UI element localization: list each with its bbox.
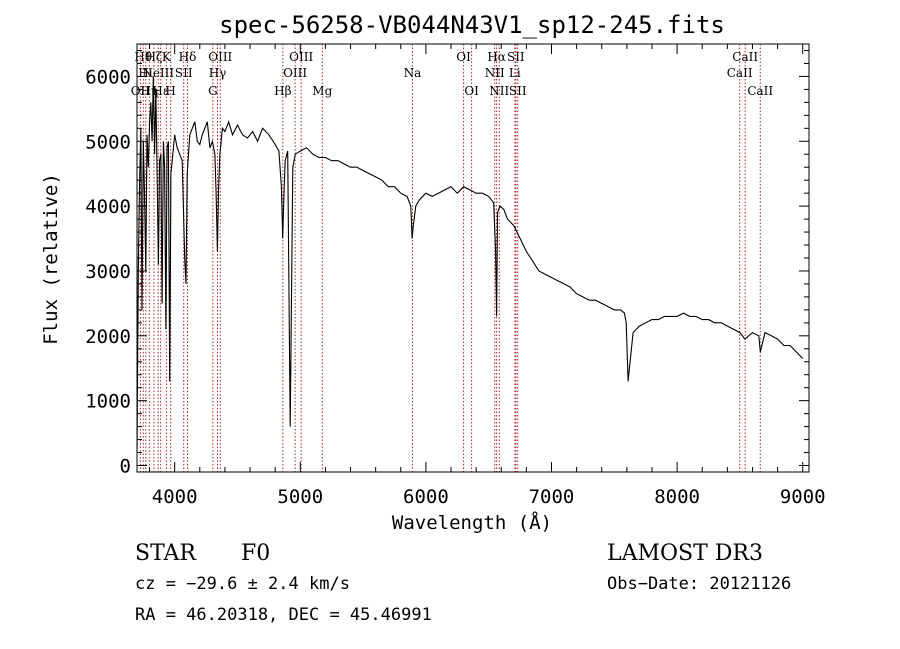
line-label-12: Hγ [209, 66, 227, 80]
line-label-17: Mg [312, 84, 332, 98]
spectral-line-markers [139, 44, 761, 472]
line-label-9: SII [175, 66, 193, 80]
y-tick-label-5: 5000 [85, 131, 131, 153]
x-tick-label-1: 5000 [277, 486, 323, 508]
observation-date: Obs−Date: 20121126 [607, 574, 791, 594]
spectrum-line [136, 76, 804, 453]
line-label-6: Hε [152, 84, 169, 98]
y-tick-label-0: 0 [120, 456, 131, 478]
line-label-28: CaII [732, 50, 758, 64]
x-tick-label-4: 8000 [654, 486, 700, 508]
y-tick-label-3: 3000 [85, 261, 131, 283]
x-axis-ticks: 4000 5000 6000 7000 8000 9000 [149, 44, 826, 508]
line-label-14: Hβ [274, 84, 291, 98]
line-label-8: H [165, 84, 175, 98]
line-label-19: OI [456, 50, 471, 64]
y-tick-label-6: 6000 [85, 66, 131, 88]
spectral-line-labels: OIIHθHιHηHζNeIIIHεKHSIIHδGHγOIIIHβOIIIOI… [131, 50, 774, 98]
x-tick-label-3: 7000 [529, 486, 575, 508]
line-label-13: OIII [208, 50, 232, 64]
y-axis-label: Flux (relative) [40, 173, 62, 345]
x-axis-label: Wavelength (Å) [392, 511, 552, 534]
x-tick-label-2: 6000 [403, 486, 449, 508]
y-tick-label-2: 2000 [85, 326, 131, 348]
line-label-24: Li [509, 66, 521, 80]
line-label-10: Hδ [179, 50, 197, 64]
line-label-25: SII [507, 50, 525, 64]
line-label-20: OI [464, 84, 479, 98]
plot-frame [136, 43, 810, 473]
line-label-22: Hα [487, 50, 506, 64]
line-label-11: G [208, 84, 218, 98]
line-label-0: OII [131, 84, 151, 98]
x-tick-label-5: 9000 [780, 486, 826, 508]
line-label-16: OIII [289, 50, 313, 64]
line-label-15: OIII [283, 66, 307, 80]
line-label-29: CaII [747, 84, 773, 98]
line-label-18: Na [404, 66, 422, 80]
object-class: STAR [135, 541, 197, 566]
line-label-21: NII [485, 66, 505, 80]
line-label-27: CaII [727, 66, 753, 80]
y-axis-ticks: 0 1000 2000 3000 4000 5000 6000 [85, 49, 809, 478]
y-tick-label-1: 1000 [85, 391, 131, 413]
line-label-4: Hζ [145, 50, 162, 64]
line-label-26: SII [509, 84, 527, 98]
object-subclass: F0 [241, 541, 270, 566]
redshift-readout: cz = −29.6 ± 2.4 km/s [135, 574, 350, 594]
coordinates-readout: RA = 46.20318, DEC = 45.46991 [135, 605, 432, 625]
chart-title: spec-56258-VB044N43V1_sp12-245.fits [219, 11, 725, 39]
line-label-23: NII [489, 84, 509, 98]
survey-name: LAMOST DR3 [607, 541, 763, 566]
line-label-5: NeIII [142, 66, 174, 80]
line-label-7: K [162, 50, 172, 64]
line-label-1: Hθ [134, 50, 152, 64]
y-tick-label-4: 4000 [85, 196, 131, 218]
x-tick-label-0: 4000 [152, 486, 198, 508]
